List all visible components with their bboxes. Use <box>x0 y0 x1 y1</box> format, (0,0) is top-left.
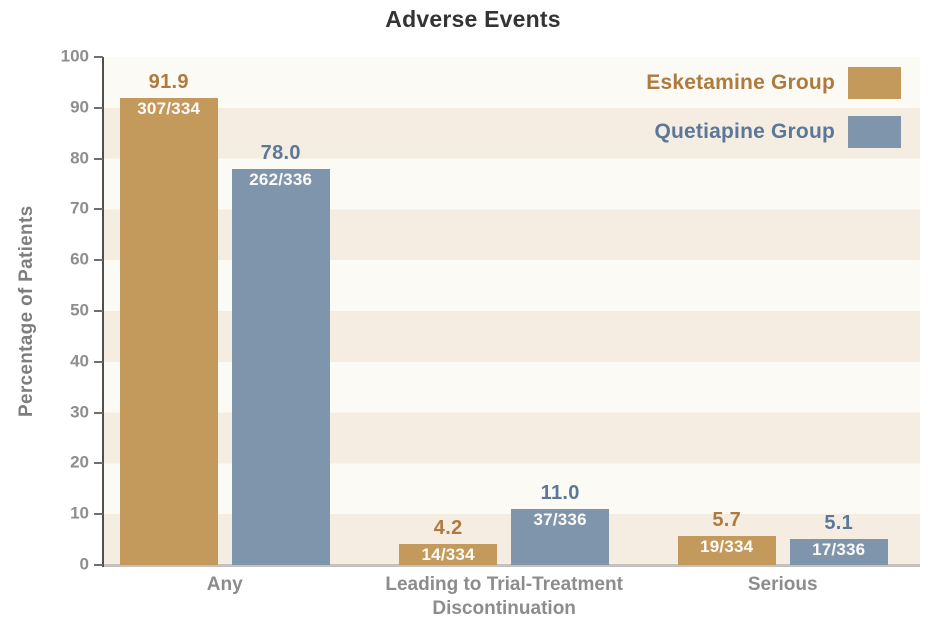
y-tick-mark <box>94 411 103 414</box>
plot-area: Esketamine Group Quetiapine Group 0 10 20 3… <box>61 47 920 619</box>
bar: 307/334 <box>119 98 218 565</box>
legend: Esketamine Group Quetiapine Group <box>646 67 901 148</box>
x-axis-baseline <box>103 564 920 567</box>
bar-value-label: 5.7 <box>712 509 742 532</box>
bar: 19/334 <box>677 536 776 565</box>
x-category-label: Any <box>206 574 243 595</box>
bar-fraction-label: 37/336 <box>533 510 587 530</box>
bar-value-label: 11.0 <box>540 482 580 505</box>
bar: 37/336 <box>511 509 610 565</box>
y-tick-mark <box>94 157 103 160</box>
legend-swatch <box>848 116 901 148</box>
legend-label: Esketamine Group <box>646 71 835 94</box>
y-tick-label: 30 <box>70 402 89 422</box>
y-axis-title: Percentage of Patients <box>16 205 37 417</box>
y-tick-label: 60 <box>70 249 89 269</box>
legend-row-quetiapine: Quetiapine Group <box>646 116 901 148</box>
legend-label: Quetiapine Group <box>654 120 835 143</box>
bar-fraction-label: 307/334 <box>137 99 201 119</box>
bar: 17/336 <box>789 539 888 565</box>
bar-fraction-label: 262/336 <box>249 169 313 189</box>
y-axis-line <box>102 57 104 567</box>
y-tick-mark <box>94 208 103 211</box>
y-tick-label: 40 <box>70 351 89 371</box>
y-tick-mark <box>94 310 103 312</box>
y-tick-label: 90 <box>70 97 89 117</box>
y-tick-label: 10 <box>70 503 89 523</box>
y-tick-label: 100 <box>60 46 89 66</box>
bar-fraction-label: 19/334 <box>700 537 754 557</box>
x-category-label: Leading to Trial-Treatment Discontinuati… <box>385 574 623 619</box>
bar-value-label: 78.0 <box>260 141 301 164</box>
y-tick-label: 50 <box>70 300 89 320</box>
y-tick-label: 70 <box>70 198 89 218</box>
bar-fraction-label: 17/336 <box>812 540 866 560</box>
y-tick-label: 80 <box>70 148 89 168</box>
y-tick-label: 20 <box>70 452 89 472</box>
y-tick-mark <box>94 360 103 363</box>
bar-fraction-label: 14/334 <box>421 544 475 564</box>
y-tick-mark <box>94 106 103 109</box>
y-tick-mark <box>94 513 103 516</box>
bar-value-label: 4.2 <box>433 516 463 539</box>
legend-swatch <box>848 67 901 99</box>
x-category-label: Serious <box>747 574 818 595</box>
bar: 262/336 <box>231 168 330 565</box>
bar-value-label: 5.1 <box>824 512 854 535</box>
y-tick-label: 0 <box>79 554 89 574</box>
legend-row-esketamine: Esketamine Group <box>646 67 901 99</box>
chart-title: Adverse Events <box>385 6 561 32</box>
bar-value-label: 91.9 <box>148 71 189 94</box>
bar: 14/334 <box>399 543 498 565</box>
y-tick-mark <box>94 564 103 566</box>
y-tick-mark <box>94 56 103 58</box>
y-tick-mark <box>94 259 103 262</box>
y-tick-mark <box>94 462 103 465</box>
